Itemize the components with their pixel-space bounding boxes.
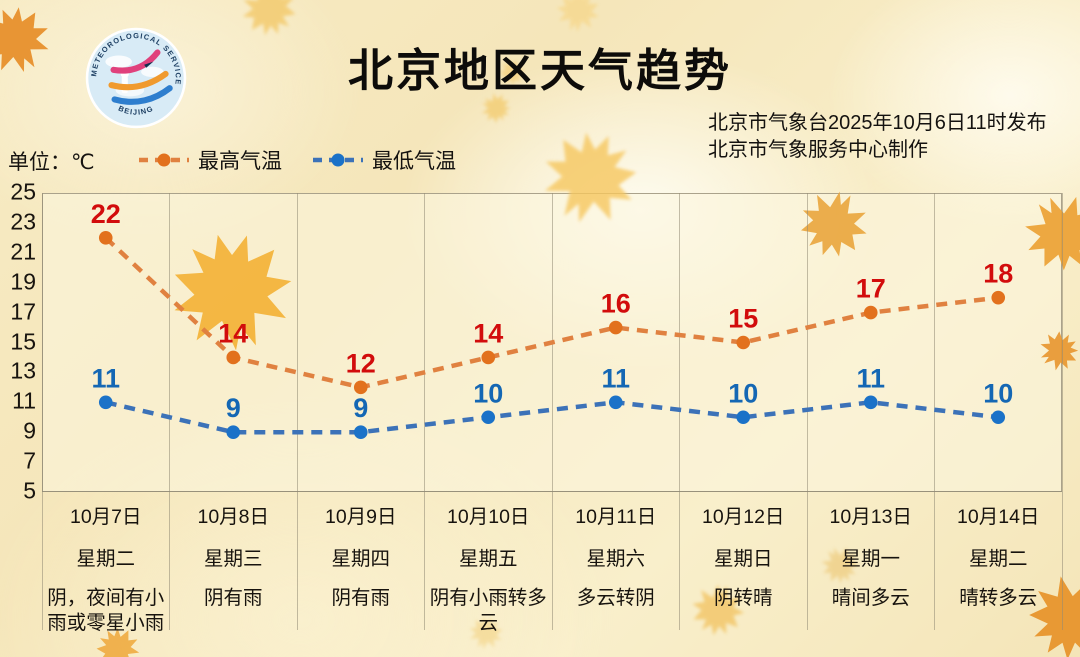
maple-leaf-icon: [551, 0, 606, 38]
day-column: 10月7日星期二阴，夜间有小雨或零星小雨: [42, 492, 170, 635]
date-label: 10月14日: [957, 506, 1040, 528]
data-point-max: [98, 231, 113, 245]
y-axis-tick-label: 5: [23, 477, 36, 504]
data-point-min: [353, 425, 368, 439]
issued-by-line: 北京市气象台2025年10月6日11时发布: [708, 112, 1047, 134]
day-column: 10月11日 星期六多云转阴: [552, 492, 680, 635]
produced-by-line: 北京市气象服务中心制作: [708, 139, 928, 161]
data-point-max: [863, 305, 878, 320]
data-point-min: [991, 410, 1006, 425]
y-axis-tick-label: 9: [23, 417, 36, 444]
page-title: 北京地区天气趋势: [347, 45, 732, 96]
legend-label-max-temp: 最高气温: [198, 150, 282, 173]
data-point-min: [98, 395, 113, 410]
data-value-label-max: 17: [856, 274, 886, 304]
weekday-label: 星期六: [586, 547, 645, 570]
weather-label: 阴有雨: [331, 587, 390, 610]
day-column: 10月8日星期三阴有雨: [170, 492, 298, 635]
weather-label: 阴转晴: [713, 587, 773, 610]
y-axis-tick-label: 11: [12, 387, 36, 414]
data-value-label-max: 22: [91, 199, 121, 229]
legend-item-min-temp: 最低气温: [312, 145, 456, 175]
data-point-max: [991, 290, 1006, 305]
day-column: 10月13日 星期一晴间多云: [807, 492, 935, 635]
weekday-label: 星期二: [76, 547, 135, 570]
weather-label: 阴，夜间有小雨或零星小雨: [47, 587, 165, 634]
day-column: 10月12日 星期日阴转晴: [680, 492, 808, 635]
data-value-label-min: 11: [91, 363, 120, 393]
data-value-label-min: 10: [473, 378, 503, 408]
temperature-trend-chart: 22 14 12 14 16 15 17 18 11 9 9 10 11 10 11 10: [91, 199, 1013, 439]
data-value-label-min: 11: [856, 363, 885, 393]
data-point-max: [353, 380, 368, 395]
y-axis-tick-label: 15: [10, 327, 36, 354]
data-value-label-max: 14: [218, 318, 248, 348]
data-value-label-min: 10: [728, 378, 758, 408]
y-axis-tick-label: 23: [10, 208, 36, 235]
weather-label: 晴转多云: [959, 587, 1038, 610]
date-label: 10月8日: [197, 506, 270, 528]
weekday-label: 星期四: [331, 547, 390, 570]
y-axis-tick-label: 19: [10, 268, 36, 295]
y-axis-tick-label: 17: [10, 298, 36, 325]
y-axis-tick-label: 7: [23, 447, 36, 474]
weather-label: 阴有雨: [203, 587, 263, 610]
y-axis-tick-label: 13: [10, 357, 36, 384]
data-point-max: [736, 335, 751, 350]
data-value-label-max: 18: [983, 259, 1013, 289]
min-temp-line-swatch-icon: [313, 153, 363, 167]
data-value-label-max: 12: [346, 348, 376, 378]
unit-label: 单位：℃: [8, 151, 95, 174]
weekday-label: 星期一: [841, 547, 900, 570]
x-axis-day-columns: 10月7日 星期二 阴，夜间有小雨或零星小雨 10月8日 星期三 阴有雨 10月9日 星期四阴…: [42, 492, 1062, 635]
weather-label: 晴间多云: [831, 587, 910, 610]
day-column: 10月10日 星期五阴有小雨转多云: [425, 492, 553, 635]
date-label: 10月10日: [447, 506, 530, 528]
date-label: 10月12日: [702, 506, 785, 528]
data-value-label-min: 11: [601, 363, 630, 393]
weekday-label: 星期日: [713, 547, 773, 570]
weekday-label: 星期二: [968, 547, 1028, 570]
data-point-max: [481, 350, 496, 365]
data-value-label-max: 14: [473, 318, 503, 348]
weather-label: 多云转阴: [576, 587, 655, 610]
day-column: 10月9日星期四阴有雨: [297, 492, 425, 635]
y-axis-tick-label: 21: [10, 238, 36, 265]
weekday-label: 星期三: [203, 547, 263, 570]
date-label: 10月7日: [69, 506, 142, 528]
data-value-label-max: 15: [728, 304, 758, 334]
data-value-label-max: 16: [601, 289, 631, 319]
data-point-max: [608, 320, 623, 335]
legend-label-min-temp: 最低气温: [372, 150, 456, 173]
day-column: 10月14日 星期二晴转多云: [935, 492, 1063, 635]
data-value-label-min: 10: [983, 378, 1013, 408]
max-temp-line-swatch-icon: [139, 153, 189, 167]
data-value-label-min: 9: [226, 393, 241, 423]
beijing-meteorological-service-logo: METEOROLOGICAL SERVICE BEIJING 气象北京: [80, 19, 187, 129]
date-label: 10月11日: [575, 506, 657, 528]
data-point-min: [481, 410, 496, 425]
y-axis-tick-label: 25: [10, 178, 36, 205]
legend-item-max-temp: 最高气温: [138, 145, 282, 175]
weather-label: 阴有小雨转多云: [429, 587, 547, 634]
data-point-min: [226, 425, 241, 439]
weekday-label: 星期五: [458, 547, 518, 570]
data-point-min: [608, 395, 623, 410]
data-point-min: [736, 410, 751, 425]
publisher-info: 北京市气象台2025年10月6日11时发布 北京市气象服务中心制作: [708, 110, 1047, 164]
date-label: 10月13日: [829, 506, 912, 528]
data-point-max: [226, 350, 241, 365]
data-value-label-min: 9: [353, 393, 368, 423]
data-point-min: [863, 395, 878, 410]
date-label: 10月9日: [324, 506, 397, 528]
series-line-min-temp: [105, 400, 999, 435]
chart-legend: 最高气温 最低气温: [138, 145, 456, 175]
